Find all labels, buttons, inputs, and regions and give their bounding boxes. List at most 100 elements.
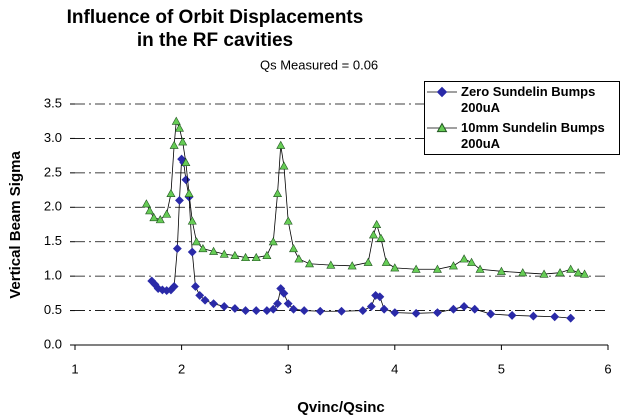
- y-tick-label: 0.5: [44, 302, 62, 317]
- data-point: [390, 308, 400, 318]
- data-point: [268, 304, 278, 314]
- data-point: [175, 195, 184, 205]
- data-point: [155, 215, 165, 224]
- x-axis-label: Qvinc/Qsinc: [297, 399, 385, 416]
- legend-label: 10mm Sundelin Bumps 200uA: [461, 120, 605, 151]
- data-point: [198, 243, 208, 253]
- data-point: [169, 282, 179, 291]
- x-tick-label: 6: [604, 361, 611, 376]
- data-point: [368, 230, 378, 239]
- data-point: [299, 306, 309, 315]
- data-point: [230, 250, 240, 259]
- data-point: [470, 304, 480, 314]
- data-point: [191, 282, 200, 291]
- data-point: [181, 175, 191, 185]
- legend-swatch: [427, 86, 457, 98]
- data-point: [566, 264, 576, 273]
- data-point: [528, 311, 538, 321]
- data-point: [162, 209, 172, 218]
- data-point: [379, 304, 389, 314]
- data-point: [251, 306, 261, 315]
- data-point: [486, 309, 496, 319]
- data-point: [200, 295, 210, 305]
- data-point: [219, 249, 229, 258]
- data-point: [178, 137, 188, 146]
- y-tick-label: 3.0: [44, 130, 62, 145]
- legend-marker: [436, 86, 448, 98]
- data-point: [283, 299, 293, 309]
- x-tick-label: 1: [71, 361, 78, 376]
- data-point: [555, 268, 565, 277]
- data-point: [448, 261, 458, 270]
- legend-entry: 10mm Sundelin Bumps 200uA: [425, 118, 619, 154]
- y-tick-label: 2.5: [44, 164, 62, 179]
- data-point: [171, 116, 181, 125]
- data-point: [411, 308, 421, 318]
- data-point: [181, 157, 191, 167]
- legend-entry: Zero Sundelin Bumps 200uA: [425, 82, 619, 118]
- data-point: [294, 254, 304, 263]
- data-point: [184, 188, 194, 198]
- data-point: [507, 310, 517, 320]
- data-point: [279, 288, 289, 298]
- data-point: [241, 306, 250, 315]
- data-point: [145, 206, 155, 215]
- data-point: [337, 306, 346, 316]
- data-point: [326, 260, 336, 269]
- data-point: [169, 140, 179, 149]
- data-point: [363, 257, 373, 266]
- data-point: [209, 246, 219, 255]
- data-point: [187, 247, 197, 257]
- data-point: [375, 292, 385, 302]
- y-tick-label: 0.0: [44, 336, 62, 351]
- data-point: [566, 313, 576, 323]
- data-point: [273, 299, 282, 309]
- data-point: [539, 269, 549, 278]
- y-tick-label: 1.5: [44, 233, 62, 248]
- data-point: [449, 304, 458, 314]
- data-point: [305, 259, 315, 268]
- data-point: [219, 302, 229, 311]
- y-tick-label: 3.5: [44, 95, 62, 110]
- data-point: [381, 257, 391, 266]
- data-point: [268, 237, 278, 246]
- data-point: [279, 161, 289, 170]
- data-point: [411, 264, 421, 273]
- data-point: [192, 237, 202, 246]
- legend-marker: [436, 122, 448, 133]
- data-point: [251, 252, 261, 262]
- data-point: [174, 123, 184, 132]
- data-point: [580, 269, 590, 278]
- data-point: [390, 263, 400, 272]
- chart-title: Influence of Orbit Displacements in the …: [66, 7, 364, 51]
- data-point: [467, 257, 477, 266]
- data-point: [209, 299, 219, 309]
- data-point: [573, 268, 583, 277]
- legend: Zero Sundelin Bumps 200uA 10mm Sundelin B…: [424, 81, 620, 155]
- data-point: [459, 254, 469, 263]
- data-point: [459, 302, 469, 311]
- data-point: [230, 304, 240, 313]
- data-point: [518, 268, 528, 277]
- data-point: [366, 302, 376, 311]
- data-point: [289, 243, 299, 253]
- data-point: [273, 188, 283, 198]
- data-point: [315, 306, 325, 316]
- data-point: [141, 199, 151, 208]
- data-point: [347, 261, 357, 270]
- data-point: [358, 306, 368, 315]
- data-point: [241, 252, 251, 262]
- data-point: [187, 216, 197, 225]
- data-point: [475, 264, 485, 273]
- series-line: [151, 157, 571, 319]
- legend-swatch: [427, 122, 457, 133]
- data-point: [262, 306, 272, 315]
- data-point: [283, 216, 293, 225]
- data-point: [262, 250, 272, 259]
- data-point: [172, 244, 182, 254]
- legend-label: Zero Sundelin Bumps 200uA: [461, 84, 596, 115]
- x-tick-label: 5: [498, 361, 505, 376]
- annotation: Qs Measured = 0.06: [260, 57, 378, 72]
- data-point: [432, 264, 442, 273]
